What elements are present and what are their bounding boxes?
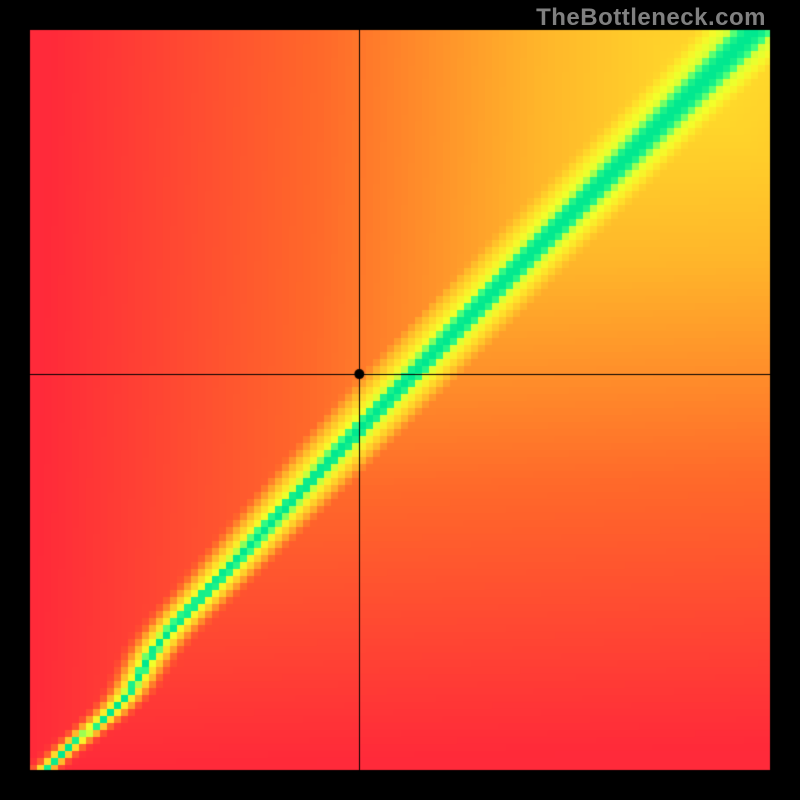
watermark-label: TheBottleneck.com	[536, 4, 766, 32]
bottleneck-heatmap	[0, 0, 800, 800]
chart-container: TheBottleneck.com	[0, 0, 800, 800]
